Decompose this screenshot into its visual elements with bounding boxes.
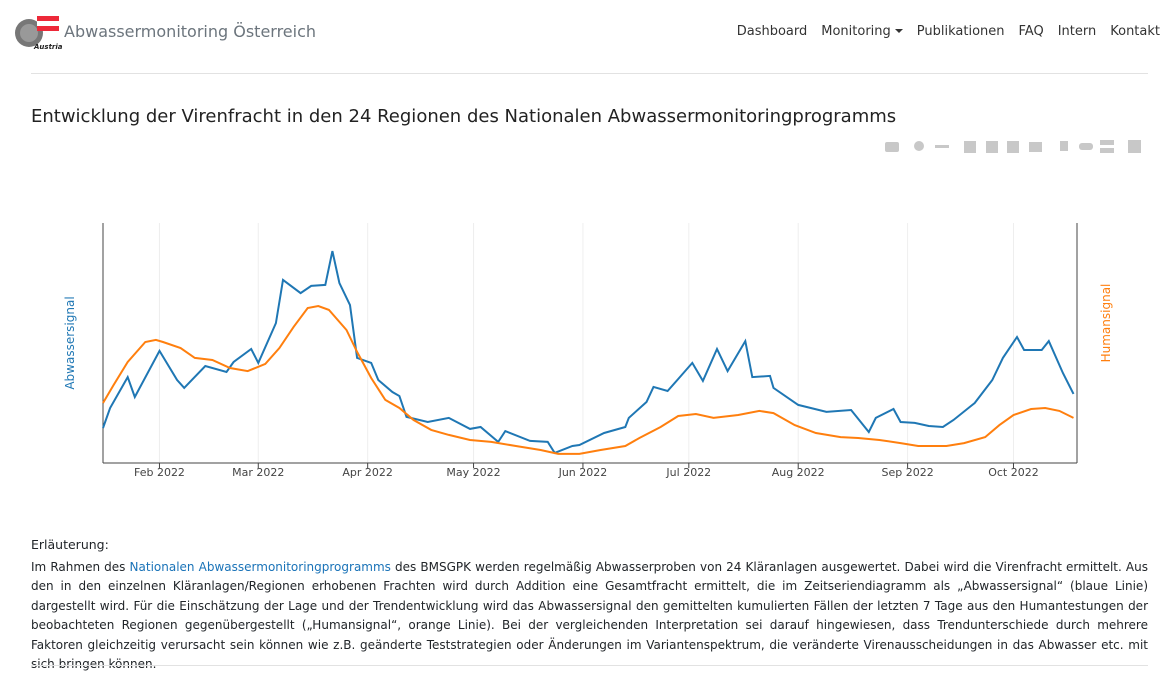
logo-flag <box>37 21 59 26</box>
modebar-button[interactable] <box>1100 140 1114 145</box>
logo: Austria <box>15 16 63 51</box>
nav-link[interactable]: Publikationen <box>916 24 1005 39</box>
chart-title: Entwicklung der Virenfracht in den 24 Re… <box>31 106 897 127</box>
logo-flag <box>37 26 59 31</box>
explanation: Im Rahmen des Nationalen Abwassermonitor… <box>31 558 1148 674</box>
logo-flag <box>37 16 59 21</box>
modebar-button[interactable] <box>1007 141 1019 153</box>
chart: Feb 2022 Mar 2022 Apr 2022 May 2022 Jun 2022… <box>63 140 1141 479</box>
series-line <box>102 304 1074 455</box>
nav-link[interactable]: Dashboard <box>736 24 808 39</box>
modebar-button[interactable] <box>885 142 899 152</box>
modebar-button[interactable] <box>986 141 998 153</box>
divider <box>31 73 1148 74</box>
logo-virus-core <box>20 24 38 42</box>
logo-text: Austria <box>33 43 63 51</box>
series-line <box>102 250 1075 455</box>
y-axis-title: Abwassersignal <box>63 296 77 389</box>
x-tick-label: Feb 2022 <box>134 466 185 479</box>
modebar-button[interactable] <box>935 145 949 148</box>
text: Im Rahmen des <box>31 560 130 574</box>
modebar <box>885 140 1141 153</box>
link[interactable]: Nationalen Abwassermonitoringprogramms <box>129 560 391 574</box>
explanation-heading: Erläuterung: <box>31 537 109 552</box>
x-tick-label: Jun 2022 <box>558 466 608 479</box>
x-tick-label: Jul 2022 <box>665 466 711 479</box>
brand[interactable]: Abwassermonitoring Österreich <box>64 22 317 41</box>
nav-link[interactable]: FAQ <box>1018 24 1044 39</box>
text: des BMSGPK werden regelmäßig Abwasserpro… <box>31 560 1148 671</box>
x-tick-label: May 2022 <box>446 466 500 479</box>
modebar-button[interactable] <box>1029 142 1042 152</box>
nav-dropdown[interactable]: Monitoring <box>821 24 903 39</box>
x-tick-label: Oct 2022 <box>988 466 1039 479</box>
x-tick-label: Sep 2022 <box>881 466 933 479</box>
modebar-button[interactable] <box>1100 148 1114 153</box>
y2-axis-title: Humansignal <box>1099 284 1113 363</box>
nav: Dashboard Monitoring Publikationen FAQ I… <box>737 24 1160 39</box>
x-tick-label: Aug 2022 <box>772 466 825 479</box>
modebar-button[interactable] <box>964 141 976 153</box>
x-tick-label: Mar 2022 <box>232 466 284 479</box>
nav-link[interactable]: Intern <box>1057 24 1097 39</box>
modebar-button[interactable] <box>914 141 924 151</box>
x-tick-label: Apr 2022 <box>342 466 393 479</box>
divider <box>31 665 1148 666</box>
modebar-button[interactable] <box>1079 143 1093 150</box>
modebar-button[interactable] <box>1128 140 1141 153</box>
nav-link[interactable]: Kontakt <box>1110 24 1160 39</box>
modebar-button[interactable] <box>1060 141 1068 151</box>
